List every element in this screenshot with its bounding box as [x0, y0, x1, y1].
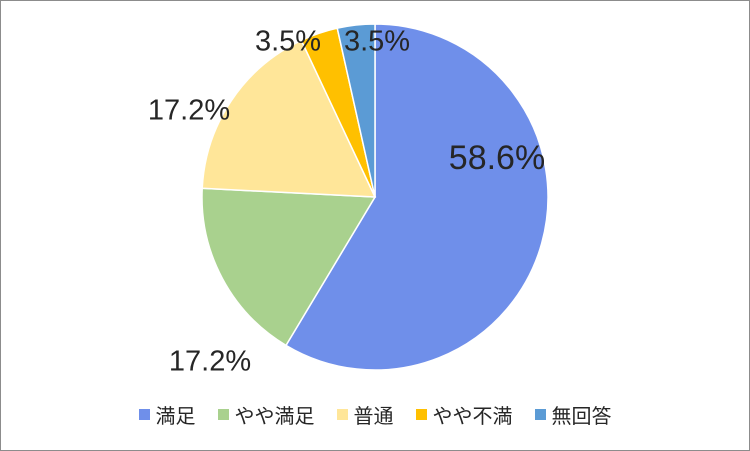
pie-slice-2 [201, 187, 377, 347]
data-label-4: 3.5% [255, 26, 321, 58]
legend-swatch [415, 408, 427, 420]
legend-swatch [534, 408, 546, 420]
pie-slice-5 [336, 23, 376, 198]
legend-swatch [138, 408, 150, 420]
data-label-1: 58.6% [449, 139, 545, 177]
legend-label: 普通 [353, 403, 394, 428]
data-label-5: 3.5% [344, 26, 410, 58]
legend-label: やや不満 [432, 403, 513, 428]
legend-label: やや満足 [234, 403, 315, 428]
legend-item-3: 普通 [336, 400, 394, 429]
pie-slice-1 [284, 23, 549, 371]
pie-slice-3 [201, 39, 377, 198]
legend-label: 満足 [155, 403, 196, 428]
legend-swatch [336, 408, 348, 420]
data-label-2: 17.2% [169, 346, 251, 378]
data-label-3: 17.2% [148, 95, 230, 127]
legend-swatch [217, 408, 229, 420]
legend-item-5: 無回答 [534, 400, 612, 429]
chart-legend: 満足 やや満足 普通 やや不満 無回答 [0, 398, 750, 430]
legend-item-1: 満足 [138, 400, 196, 429]
legend-label: 無回答 [551, 403, 612, 428]
legend-item-2: やや満足 [217, 400, 315, 429]
legend-item-4: やや不満 [415, 400, 513, 429]
